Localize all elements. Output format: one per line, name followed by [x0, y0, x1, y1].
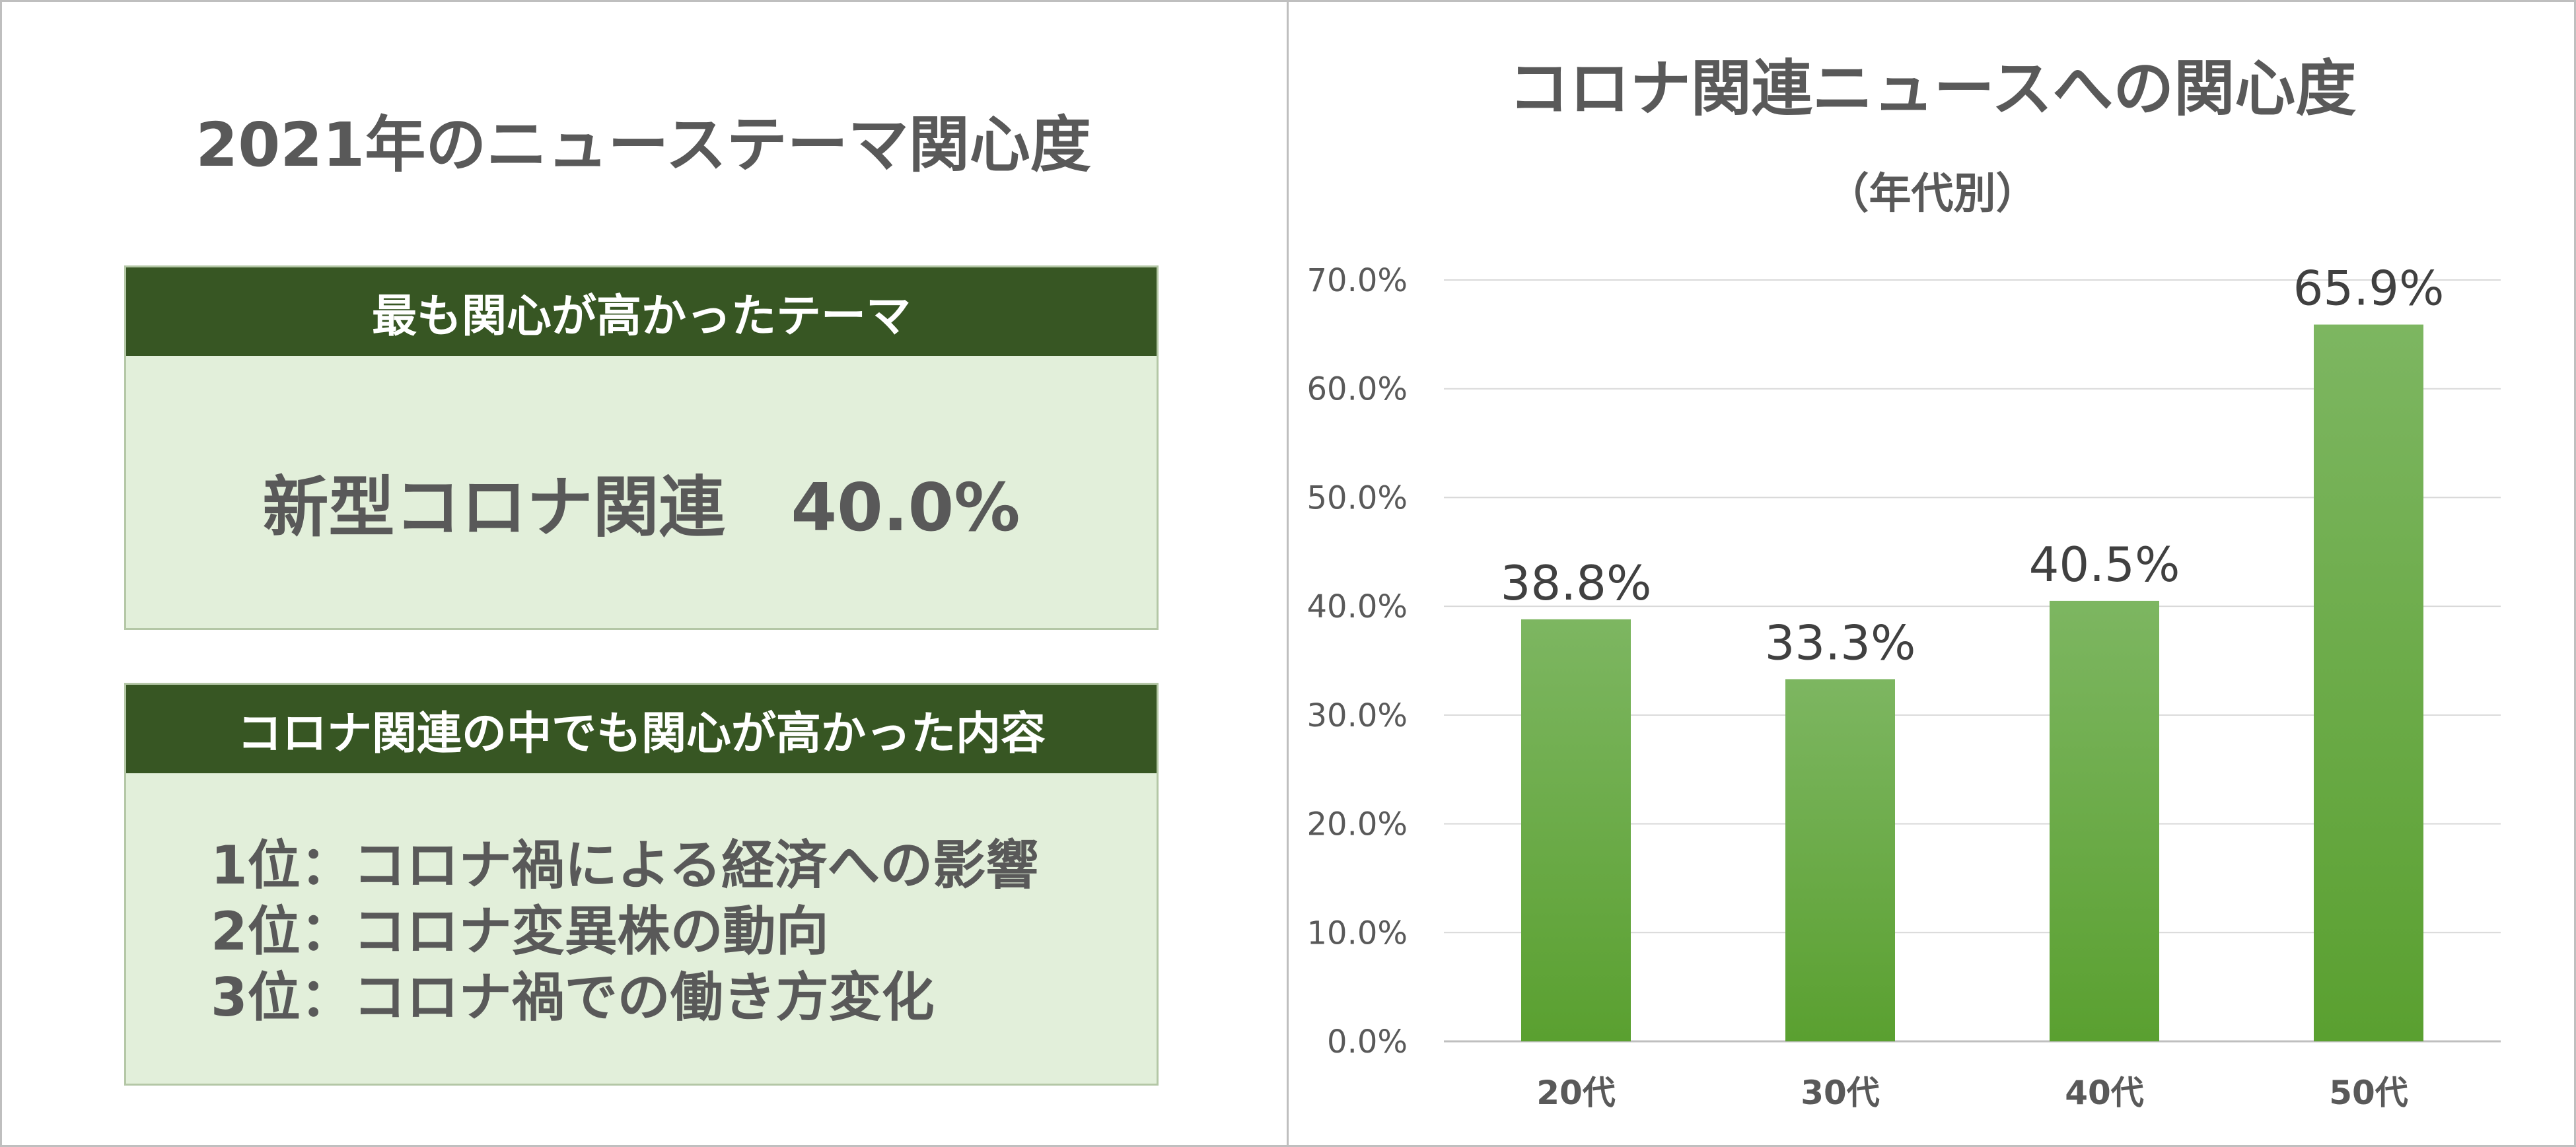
data-label: 38.8% [1501, 555, 1652, 611]
y-tick-label: 70.0% [1307, 262, 1408, 299]
x-tick-label: 20代 [1536, 1074, 1616, 1112]
ranking-item-1: 1位：コロナ禍による経済への影響 [211, 835, 1039, 896]
y-tick-label: 0.0% [1327, 1024, 1408, 1060]
bar-20代 [1521, 619, 1631, 1041]
chart-title: コロナ関連ニュースへの関心度 [1508, 53, 2357, 124]
x-tick-label: 40代 [2065, 1074, 2144, 1112]
data-label: 65.9% [2293, 261, 2445, 316]
ranking-list: 1位：コロナ禍による経済への影響 2位：コロナ変異株の動向 3位：コロナ禍での働… [211, 833, 1157, 1031]
x-tick-label: 30代 [1801, 1074, 1880, 1112]
ranking-item-3: 3位：コロナ禍での働き方変化 [211, 967, 935, 1028]
bar-50代 [2314, 324, 2423, 1042]
corona-topics-card: コロナ関連の中でも関心が高かった内容 1位：コロナ禍による経済への影響 2位：コ… [124, 683, 1159, 1086]
top-theme-value: 新型コロナ関連 40.0% [262, 469, 1020, 546]
data-label: 33.3% [1765, 615, 1916, 671]
top-theme-card: 最も関心が高かったテーマ 新型コロナ関連 40.0% [124, 265, 1159, 630]
top-theme-header: 最も関心が高かったテーマ [126, 267, 1157, 356]
left-panel-title: 2021年のニューステーマ関心度 [196, 110, 1091, 180]
ranking-item-2: 2位：コロナ変異株の動向 [211, 901, 829, 962]
x-tick-label: 50代 [2329, 1074, 2408, 1112]
y-tick-label: 40.0% [1307, 588, 1408, 625]
y-tick-label: 50.0% [1307, 479, 1408, 516]
panel-divider [1287, 0, 1289, 1147]
chart-subtitle: （年代別） [1826, 170, 2038, 219]
y-tick-label: 60.0% [1307, 371, 1408, 408]
bar-30代 [1785, 679, 1895, 1041]
y-tick-label: 20.0% [1307, 806, 1408, 843]
bar-chart: 0.0% 10.0% 20.0% 30.0% 40.0% 50.0% 60.0% 70.0% 3… [1307, 261, 2501, 1112]
y-tick-label: 30.0% [1307, 697, 1408, 734]
corona-topics-header: コロナ関連の中でも関心が高かった内容 [126, 685, 1157, 773]
y-tick-label: 10.0% [1307, 915, 1408, 952]
data-label: 40.5% [2029, 537, 2180, 592]
bar-40代 [2050, 600, 2159, 1041]
